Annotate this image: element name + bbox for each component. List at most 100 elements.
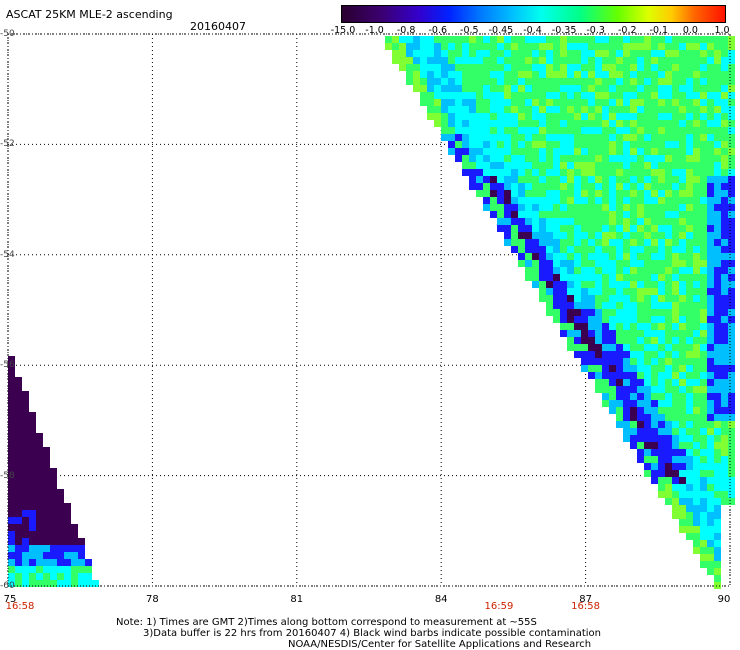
swath-cell — [574, 204, 581, 211]
swath-cell — [22, 524, 29, 531]
swath-cell — [728, 456, 735, 463]
swath-cell — [728, 57, 735, 64]
swath-cell — [525, 85, 532, 92]
swath-cell — [721, 498, 728, 505]
swath-cell — [693, 120, 700, 127]
swath-cell — [714, 316, 721, 323]
swath-cell — [714, 50, 721, 57]
swath-cell — [71, 566, 78, 573]
swath-cell — [441, 64, 448, 71]
swath-cell — [560, 204, 567, 211]
swath-cell — [43, 545, 50, 552]
swath-cell — [630, 134, 637, 141]
swath-cell — [441, 36, 448, 43]
swath-cell — [665, 337, 672, 344]
swath-cell — [665, 120, 672, 127]
swath-cell — [686, 449, 693, 456]
swath-cell — [574, 218, 581, 225]
swath-cell — [469, 57, 476, 64]
swath-cell — [525, 253, 532, 260]
swath-cell — [644, 316, 651, 323]
swath-cell — [36, 580, 43, 587]
swath-cell — [539, 183, 546, 190]
swath-cell — [665, 57, 672, 64]
swath-cell — [623, 113, 630, 120]
swath-cell — [658, 400, 665, 407]
swath-cell — [525, 232, 532, 239]
swath-cell — [700, 120, 707, 127]
swath-cell — [679, 512, 686, 519]
swath-cell — [630, 351, 637, 358]
swath-cell — [518, 120, 525, 127]
swath-cell — [15, 377, 22, 384]
swath-cell — [581, 330, 588, 337]
swath-cell — [658, 337, 665, 344]
swath-cell — [721, 316, 728, 323]
swath-cell — [644, 218, 651, 225]
swath-cell — [609, 50, 616, 57]
swath-cell — [651, 246, 658, 253]
swath-cell — [581, 267, 588, 274]
swath-cell — [420, 43, 427, 50]
swath-cell — [462, 36, 469, 43]
swath-cell — [686, 239, 693, 246]
swath-cell — [588, 169, 595, 176]
swath-cell — [630, 204, 637, 211]
swath-cell — [721, 351, 728, 358]
swath-cell — [714, 526, 721, 533]
swath-cell — [665, 71, 672, 78]
swath-cell — [553, 260, 560, 267]
swath-cell — [50, 524, 57, 531]
swath-cell — [539, 260, 546, 267]
swath-cell — [686, 428, 693, 435]
swath-cell — [728, 498, 735, 505]
swath-cell — [721, 148, 728, 155]
swath-cell — [36, 440, 43, 447]
swath-cell — [567, 239, 574, 246]
swath-cell — [476, 57, 483, 64]
swath-cell — [553, 197, 560, 204]
swath-cell — [469, 85, 476, 92]
swath-cell — [728, 260, 735, 267]
swath-cell — [665, 435, 672, 442]
swath-cell — [616, 225, 623, 232]
swath-cell — [679, 358, 686, 365]
swath-cell — [553, 239, 560, 246]
swath-cell — [658, 267, 665, 274]
swath-cell — [623, 148, 630, 155]
y-tick-label: -50 — [0, 29, 15, 39]
swath-cell — [546, 246, 553, 253]
swath-cell — [553, 162, 560, 169]
swath-cell — [728, 169, 735, 176]
swath-cell — [588, 183, 595, 190]
swath-cell — [665, 190, 672, 197]
swath-cell — [679, 190, 686, 197]
swath-cell — [665, 498, 672, 505]
swath-cell — [574, 281, 581, 288]
swath-cell — [511, 190, 518, 197]
swath-cell — [714, 281, 721, 288]
swath-cell — [595, 225, 602, 232]
swath-cell — [455, 64, 462, 71]
swath-cell — [686, 379, 693, 386]
swath-cell — [469, 99, 476, 106]
swath-cell — [700, 204, 707, 211]
swath-cell — [651, 463, 658, 470]
swath-cell — [36, 517, 43, 524]
swath-cell — [609, 148, 616, 155]
swath-cell — [50, 580, 57, 587]
swath-cell — [651, 162, 658, 169]
swath-cell — [665, 456, 672, 463]
swath-cell — [546, 127, 553, 134]
swath-cell — [672, 183, 679, 190]
swath-cell — [539, 281, 546, 288]
swath-cell — [532, 239, 539, 246]
swath-cell — [462, 99, 469, 106]
swath-cell — [518, 253, 525, 260]
swath-cell — [609, 120, 616, 127]
swath-cell — [595, 57, 602, 64]
swath-cell — [483, 183, 490, 190]
swath-cell — [651, 330, 658, 337]
swath-cell — [8, 580, 15, 587]
swath-cell — [525, 71, 532, 78]
